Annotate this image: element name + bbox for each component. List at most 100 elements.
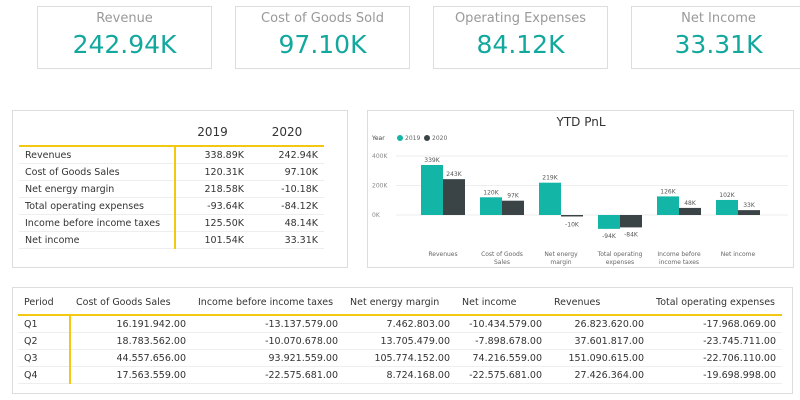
x-tick-label: Total operating [597,251,643,258]
cell-value: -10.18K [250,180,324,198]
column-header[interactable]: 2020 [250,119,324,147]
table-row[interactable]: Revenues 338.89K 242.94K [19,146,324,164]
cell-value: 242.94K [250,146,324,164]
column-header[interactable]: Cost of Goods Sales [70,290,192,316]
bar [679,207,701,215]
data-label: 243K [446,171,462,178]
period-cell: Q2 [18,332,71,350]
chart-canvas: YTD PnL Year 2019 2020 0K 200K 400K 339K 243K Rev… [371,115,788,266]
cell-value: 151.090.615.00 [548,349,650,367]
pnl-matrix[interactable]: 2019 2020 Revenues 338.89K 242.94K Cost of G… [12,110,348,268]
legend-label: 2019 [405,135,420,142]
cell-value: 18.783.562.00 [70,332,192,350]
data-label: 48K [684,200,697,207]
kpi-card-cogs[interactable]: Cost of Goods Sold 97.10K [235,6,410,69]
x-tick-label: Income before [657,251,701,258]
cell-value: 93.921.559.00 [192,349,344,367]
x-tick-label: Sales [494,259,510,266]
bar [561,215,583,217]
data-label: 126K [660,188,676,195]
cell-value: 37.601.817.00 [548,332,650,350]
x-tick-label: Cost of Goods [481,251,523,258]
kpi-card-revenue[interactable]: Revenue 242.94K [37,6,212,69]
kpi-label: Operating Expenses [454,11,587,26]
legend-title: Year [371,135,385,142]
legend-marker-icon [397,135,403,141]
x-tick-label: margin [550,259,571,266]
row-label: Net income [19,231,176,249]
cell-value: 74.216.559.00 [456,349,548,367]
table-row[interactable]: Q3 44.557.656.00 93.921.559.00 105.774.152.… [18,349,782,367]
cell-value: 16.191.942.00 [70,315,192,333]
row-label: Net energy margin [19,180,176,198]
table-row[interactable]: Q4 17.563.559.00 -22.575.681.00 8.724.168.0… [18,366,782,384]
cell-value: 97.10K [250,163,324,181]
period-cell: Q1 [18,315,71,333]
column-header[interactable]: Revenues [548,290,650,316]
kpi-label: Cost of Goods Sold [261,11,384,26]
x-tick-label: expenses [606,259,634,266]
cell-value: 101.54K [175,231,250,249]
cell-value: -10.434.579.00 [456,315,548,333]
kpi-label: Revenue [96,11,153,26]
cell-value: -23.745.711.00 [650,332,782,350]
data-label: 339K [424,157,440,164]
row-label: Income before income taxes [19,214,176,232]
column-header[interactable]: Net energy margin [344,290,456,316]
cell-value: 44.557.656.00 [70,349,192,367]
column-header [19,119,175,147]
cell-value: -22.575.681.00 [456,366,548,384]
cell-value: 125.50K [175,214,250,232]
column-header[interactable]: Income before income taxes [192,290,344,316]
bar [421,164,443,215]
table-row[interactable]: Net energy margin 218.58K -10.18K [19,180,324,198]
data-label: -10K [565,221,580,228]
x-tick-label: Net income [721,251,756,258]
column-header[interactable]: Period [18,290,70,316]
cell-value: 27.426.364.00 [548,366,650,384]
table-row[interactable]: Income before income taxes 125.50K 48.14K [19,214,324,232]
y-tick-label: 200K [372,183,388,190]
cell-value: 17.563.559.00 [70,366,192,384]
cell-value: 120.31K [175,163,250,181]
table-row[interactable]: Q1 16.191.942.00 -13.137.579.00 7.462.803.0… [18,315,782,333]
cell-value: 218.58K [175,180,250,198]
cell-value: 338.89K [175,146,250,164]
cell-value: -13.137.579.00 [192,315,344,333]
legend-marker-icon [424,135,430,141]
cell-value: -10.070.678.00 [192,332,344,350]
bar [480,197,502,215]
cell-value: -84.12K [250,197,324,215]
row-label: Revenues [19,146,176,164]
x-tick-label: Net energy [544,251,578,258]
cell-value: 105.774.152.00 [344,349,456,367]
column-header[interactable]: Net income [456,290,548,316]
cell-value: -7.898.678.00 [456,332,548,350]
column-header[interactable]: Total operating expenses [650,290,782,316]
row-label: Cost of Goods Sales [19,163,176,181]
ytd-pnl-chart[interactable]: YTD PnL Year 2019 2020 0K 200K 400K 339K 243K Rev… [367,110,794,268]
bar [598,215,620,229]
bar [502,200,524,215]
quarterly-table[interactable]: Period Cost of Goods Sales Income before i… [12,287,793,394]
period-cell: Q4 [18,366,71,384]
cell-value: -22.706.110.00 [650,349,782,367]
cell-value: 48.14K [250,214,324,232]
cell-value: -93.64K [175,197,250,215]
table-row[interactable]: Net income 101.54K 33.31K [19,231,324,249]
table-row[interactable]: Q2 18.783.562.00 -10.070.678.00 13.705.479.… [18,332,782,350]
bar [716,199,738,215]
x-tick-label: income taxes [659,259,699,266]
kpi-value: 242.94K [72,30,177,59]
kpi-card-net-income[interactable]: Net Income 33.31K [631,6,800,69]
bar [657,196,679,215]
kpi-card-opex[interactable]: Operating Expenses 84.12K [433,6,608,69]
column-header[interactable]: 2019 [175,119,250,147]
table-row[interactable]: Cost of Goods Sales 120.31K 97.10K [19,163,324,181]
data-label: 33K [743,202,756,209]
x-tick-label: Revenues [428,251,457,258]
chart-title: YTD PnL [555,115,605,129]
cell-value: 7.462.803.00 [344,315,456,333]
table-row[interactable]: Total operating expenses -93.64K -84.12K [19,197,324,215]
data-label: -84K [624,231,639,238]
